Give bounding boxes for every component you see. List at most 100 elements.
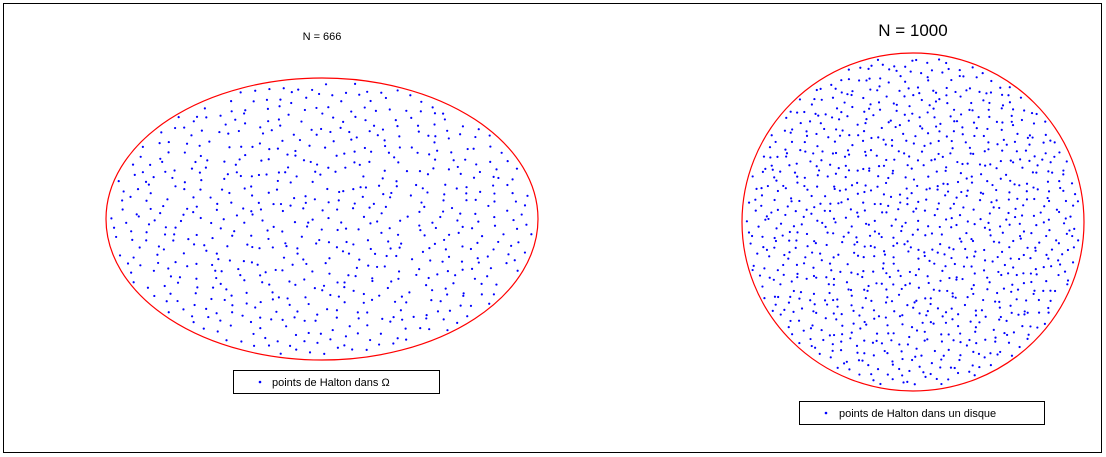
halton-point: [1009, 304, 1012, 307]
halton-point: [335, 246, 339, 249]
halton-point: [198, 144, 201, 147]
halton-point: [210, 297, 213, 301]
halton-point: [489, 160, 492, 163]
halton-point: [779, 170, 782, 173]
halton-point: [207, 315, 210, 319]
halton-point: [316, 163, 319, 166]
halton-point: [1022, 204, 1025, 207]
halton-point: [1036, 164, 1039, 167]
halton-point: [1045, 280, 1048, 283]
halton-point: [867, 223, 870, 226]
halton-point: [905, 139, 908, 142]
halton-point: [378, 343, 381, 346]
halton-point: [344, 166, 347, 169]
halton-point: [888, 275, 891, 279]
halton-point: [968, 370, 971, 373]
halton-point: [1064, 217, 1067, 220]
halton-point: [855, 344, 859, 347]
halton-point: [988, 212, 991, 215]
halton-point: [1022, 272, 1025, 275]
halton-point: [817, 114, 820, 117]
halton-point: [158, 142, 161, 145]
halton-point: [901, 225, 904, 228]
halton-point: [452, 159, 455, 162]
halton-points: [110, 82, 533, 355]
halton-point: [523, 251, 527, 254]
halton-point: [890, 300, 894, 303]
halton-point: [386, 286, 389, 290]
halton-point: [892, 236, 895, 239]
halton-point: [1010, 114, 1013, 117]
halton-point: [947, 67, 950, 71]
halton-point: [254, 89, 257, 92]
halton-point: [910, 326, 914, 329]
halton-point: [436, 149, 439, 152]
halton-point: [923, 209, 927, 212]
halton-point: [195, 205, 198, 208]
halton-point: [901, 374, 904, 377]
halton-point: [431, 106, 434, 109]
halton-point: [988, 228, 991, 231]
halton-point: [132, 256, 135, 259]
halton-point: [450, 206, 454, 210]
halton-point: [152, 176, 155, 179]
halton-point: [981, 192, 985, 195]
halton-point: [914, 273, 918, 277]
halton-point: [792, 310, 795, 313]
halton-point: [861, 275, 864, 279]
halton-point: [803, 184, 806, 188]
halton-point: [1047, 190, 1051, 193]
halton-point: [256, 263, 259, 266]
halton-point: [245, 291, 248, 295]
halton-point: [511, 191, 514, 195]
halton-point: [1053, 155, 1056, 158]
halton-point: [130, 230, 133, 233]
halton-point: [907, 87, 910, 90]
halton-point: [112, 226, 116, 229]
halton-point: [877, 101, 881, 104]
halton-point: [293, 197, 296, 200]
halton-point: [307, 302, 310, 306]
halton-point: [145, 239, 148, 242]
halton-point: [231, 311, 234, 314]
halton-point: [779, 222, 783, 225]
halton-point: [387, 240, 390, 243]
halton-point: [930, 232, 934, 235]
halton-point: [770, 164, 773, 167]
halton-point: [195, 262, 198, 265]
halton-point: [250, 194, 254, 197]
halton-point: [344, 227, 348, 230]
halton-point: [506, 183, 509, 187]
halton-point: [382, 193, 385, 196]
halton-point: [231, 304, 234, 307]
halton-point: [848, 368, 851, 371]
halton-point: [988, 115, 991, 119]
halton-point: [989, 352, 992, 355]
halton-point: [937, 202, 940, 205]
halton-point: [992, 240, 996, 243]
halton-point: [270, 129, 273, 132]
halton-point: [924, 297, 927, 300]
halton-point: [908, 369, 911, 373]
halton-point: [166, 198, 169, 201]
halton-point: [745, 220, 749, 223]
halton-point: [908, 155, 911, 158]
halton-point: [252, 100, 255, 103]
halton-point: [922, 164, 925, 167]
halton-point: [1062, 173, 1065, 176]
halton-point: [892, 262, 895, 265]
halton-point: [1042, 289, 1045, 292]
halton-point: [859, 327, 862, 330]
halton-point: [785, 116, 788, 119]
halton-point: [182, 213, 185, 216]
halton-point: [953, 120, 956, 123]
halton-point: [1007, 211, 1010, 215]
halton-point: [300, 235, 303, 238]
halton-point: [1001, 231, 1004, 234]
halton-point: [998, 206, 1001, 210]
halton-point: [271, 298, 274, 301]
halton-point: [1062, 169, 1065, 172]
halton-point: [331, 94, 334, 97]
halton-point: [368, 206, 371, 209]
halton-point: [317, 92, 321, 96]
